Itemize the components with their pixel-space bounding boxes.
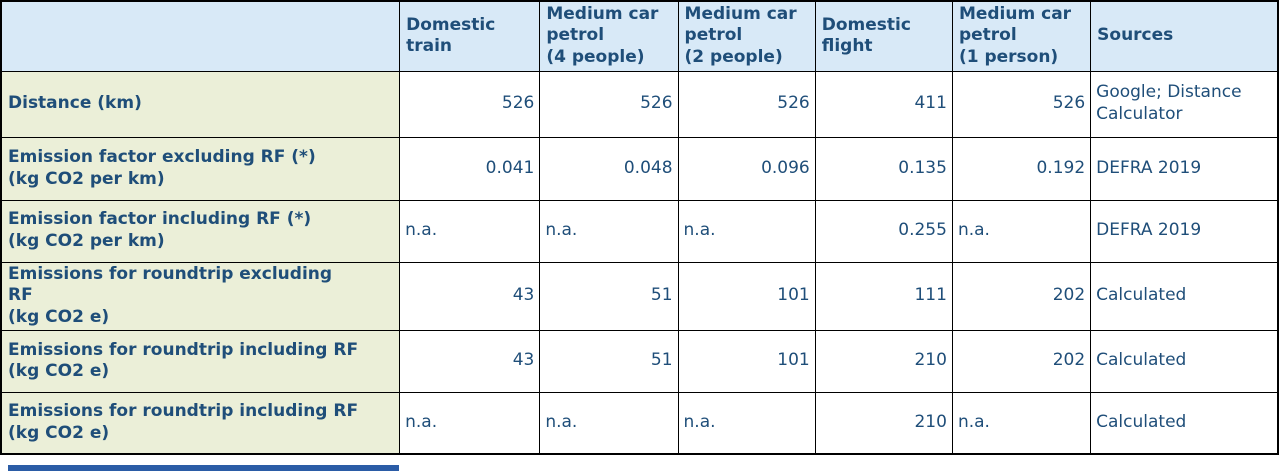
value-cell: 51	[539, 261, 679, 331]
source-cell: DEFRA 2019	[1090, 136, 1279, 201]
cutoff-blue-bar	[8, 465, 399, 471]
value-cell: 526	[677, 70, 816, 138]
header-car-1-person: Medium car petrol (1 person)	[951, 0, 1092, 72]
emissions-comparison-table: Domestic train Medium car petrol (4 peop…	[0, 0, 1279, 456]
value-cell: 101	[677, 261, 816, 331]
value-cell: 210	[814, 391, 953, 455]
value-cell: 202	[951, 261, 1092, 331]
source-cell: Calculated	[1090, 391, 1279, 455]
row-roundtrip-excl-rf: Emissions for roundtrip excluding RF (kg…	[0, 261, 1279, 331]
header-row: Domestic train Medium car petrol (4 peop…	[0, 0, 1279, 72]
value-cell: 526	[399, 70, 541, 138]
value-cell: 101	[677, 329, 816, 393]
value-cell: 51	[539, 329, 679, 393]
value-cell: 0.048	[539, 136, 679, 201]
row-roundtrip-incl-rf: Emissions for roundtrip including RF (kg…	[0, 329, 1279, 393]
value-cell: n.a.	[951, 391, 1092, 455]
source-cell: Calculated	[1090, 261, 1279, 331]
value-cell: 202	[951, 329, 1092, 393]
value-cell: 526	[951, 70, 1092, 138]
value-cell: n.a.	[539, 199, 679, 263]
value-cell: 43	[399, 261, 541, 331]
value-cell: 0.192	[951, 136, 1092, 201]
row-label-roundtrip-incl: Emissions for roundtrip including RF (kg…	[0, 329, 401, 393]
row-label-ef-incl: Emission factor including RF (*) (kg CO2…	[0, 199, 401, 263]
source-cell: DEFRA 2019	[1090, 199, 1279, 263]
value-cell: 210	[814, 329, 953, 393]
value-cell: 0.096	[677, 136, 816, 201]
row-label-roundtrip-incl-na: Emissions for roundtrip including RF (kg…	[0, 391, 401, 455]
value-cell: 0.135	[814, 136, 953, 201]
row-roundtrip-incl-rf-na: Emissions for roundtrip including RF (kg…	[0, 391, 1279, 455]
row-emission-factor-excl-rf: Emission factor excluding RF (*) (kg CO2…	[0, 136, 1279, 201]
value-cell: 0.255	[814, 199, 953, 263]
source-cell: Calculated	[1090, 329, 1279, 393]
header-car-2-people: Medium car petrol (2 people)	[677, 0, 816, 72]
value-cell: n.a.	[539, 391, 679, 455]
value-cell: n.a.	[677, 391, 816, 455]
header-domestic-flight: Domestic flight	[814, 0, 953, 72]
value-cell: n.a.	[677, 199, 816, 263]
value-cell: 111	[814, 261, 953, 331]
value-cell: n.a.	[951, 199, 1092, 263]
row-emission-factor-incl-rf: Emission factor including RF (*) (kg CO2…	[0, 199, 1279, 263]
header-domestic-train: Domestic train	[399, 0, 541, 72]
header-car-4-people: Medium car petrol (4 people)	[539, 0, 679, 72]
value-cell: 411	[814, 70, 953, 138]
value-cell: 43	[399, 329, 541, 393]
corner-cell	[0, 0, 401, 72]
value-cell: 526	[539, 70, 679, 138]
source-cell: Google; Distance Calculator	[1090, 70, 1279, 138]
row-label-ef-excl: Emission factor excluding RF (*) (kg CO2…	[0, 136, 401, 201]
row-label-roundtrip-excl: Emissions for roundtrip excluding RF (kg…	[0, 261, 401, 331]
value-cell: n.a.	[399, 391, 541, 455]
header-sources: Sources	[1090, 0, 1279, 72]
row-label-distance: Distance (km)	[0, 70, 401, 138]
row-distance: Distance (km) 526 526 526 411 526 Google…	[0, 70, 1279, 138]
value-cell: n.a.	[399, 199, 541, 263]
value-cell: 0.041	[399, 136, 541, 201]
